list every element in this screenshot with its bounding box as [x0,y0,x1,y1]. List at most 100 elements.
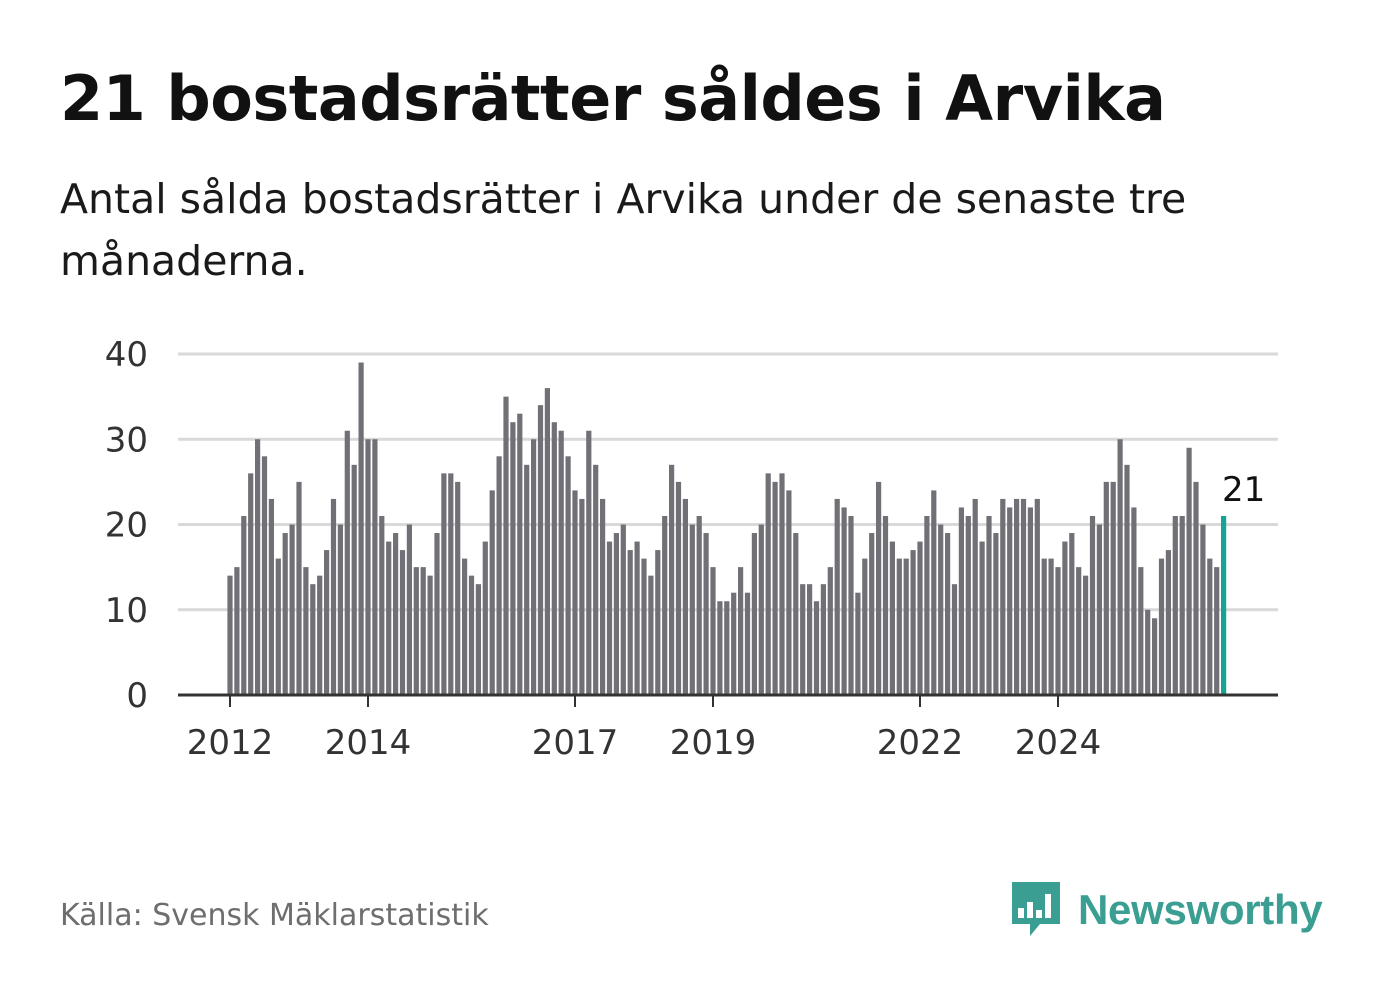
bar [689,524,695,695]
bar [1069,533,1075,695]
bar [1131,507,1137,695]
bar [613,533,619,695]
bar [1200,524,1206,695]
bar [248,473,254,695]
bars [227,362,1227,695]
bar [1076,567,1082,695]
bar [758,524,764,695]
bar [1158,558,1165,695]
bar [468,575,475,695]
bar [558,430,564,695]
bar [627,550,633,695]
bar [544,388,550,695]
bar [641,558,647,695]
bar [1027,507,1033,695]
bar [648,575,654,695]
bar [565,456,571,695]
bar [372,439,378,695]
bar [241,515,247,695]
bar [751,533,757,695]
bar [1055,567,1061,695]
bar [855,592,861,695]
bar [696,515,702,695]
bar [234,567,240,695]
bar [951,584,958,695]
bar [413,567,419,695]
bar [1007,507,1013,695]
chart-subtitle: Antal sålda bostadsrätter i Arvika under… [60,175,1187,285]
bar [869,533,875,695]
y-tick-label: 0 [126,676,148,716]
bar [903,558,909,695]
x-tick-label: 2012 [187,723,274,763]
x-tick-label: 2017 [532,723,619,763]
bar [1145,609,1151,695]
axes: 0 10 20 30 40 21 2012 2014 2017 2019 2022 2024 [105,335,1278,763]
bar [1138,567,1144,695]
bar [910,550,916,695]
bar [406,524,412,695]
bar [330,498,337,695]
bar [420,567,426,695]
bar [441,473,447,695]
bar [620,524,626,695]
newsworthy-logo[interactable]: Newsworthy [1010,880,1323,940]
bar [634,541,640,695]
bar [813,601,820,695]
bar [807,584,813,695]
bar [1096,524,1102,695]
bar [227,575,233,695]
bar [1124,464,1130,695]
x-tick-label: 2022 [877,723,964,763]
bar [365,439,371,695]
bar [324,550,330,695]
bar [1165,550,1171,695]
x-tick-label: 2019 [670,723,757,763]
bar [882,515,889,695]
bar [1152,618,1158,695]
bar [834,498,840,695]
bar [358,362,364,695]
bar [827,567,833,695]
bar [682,498,688,695]
bar [282,533,288,695]
bar [337,524,343,695]
bar [1062,541,1068,695]
bar [1000,498,1006,695]
bar [572,490,578,695]
bar [1186,447,1192,695]
bar [351,464,357,695]
bar [531,439,537,695]
bar [268,498,274,695]
bar [524,464,530,695]
bar [503,396,509,695]
y-tick-label: 20 [105,506,148,546]
bar [427,575,433,695]
bar [482,541,488,695]
bar [993,533,999,695]
bar [1041,558,1047,695]
bar [475,584,481,695]
bar [393,533,399,695]
bar [931,490,937,695]
bar [275,558,281,695]
bar [896,558,902,695]
bar [379,515,385,695]
bar [1083,575,1089,695]
page-title: 21 bostadsrätter såldes i Arvika [60,62,1166,135]
bar [710,567,716,695]
bar [800,584,806,695]
bar [965,515,971,695]
bar [496,456,502,695]
bar-chart: 0 10 20 30 40 21 2012 2014 2017 2019 2022 2024 [105,335,1278,763]
bar [655,550,661,695]
bar [889,541,895,695]
bar [462,558,468,695]
bar [296,481,302,695]
source-note: Källa: Svensk Mäklarstatistik [60,898,489,933]
bar [344,430,350,695]
bar [876,481,882,695]
bar [675,481,682,695]
bar [551,422,557,695]
bar [958,507,964,695]
